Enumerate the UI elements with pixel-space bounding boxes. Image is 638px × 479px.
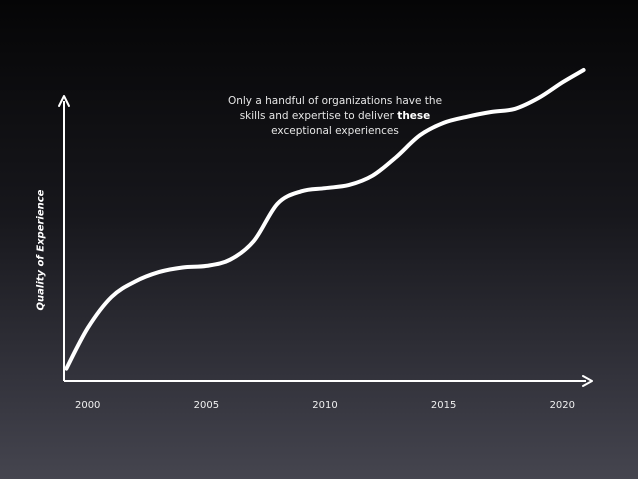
x-tick-label-2000: 2000 <box>75 400 100 411</box>
annotation-line-2-text: skills and expertise to deliver <box>239 110 398 122</box>
x-tick-label-2020: 2020 <box>550 400 575 411</box>
series-line-0 <box>64 68 586 371</box>
x-tick-labels: 2000 2005 2010 2015 2020 <box>75 400 575 411</box>
annotation-line-3: exceptional experiences <box>271 125 399 137</box>
chart-annotation: Only a handful of organizations have the… <box>215 94 455 139</box>
x-tick-label-2010: 2010 <box>312 400 337 411</box>
annotation-line-1: Only a handful of organizations have the <box>227 95 443 107</box>
x-axis-arrowhead <box>582 375 593 387</box>
annotation-emphasis: these <box>397 110 431 122</box>
axes <box>58 95 593 387</box>
y-axis-label: Quality of Experience <box>35 189 47 311</box>
x-tick-label-2015: 2015 <box>431 400 456 411</box>
x-tick-label-2005: 2005 <box>194 400 219 411</box>
y-axis-arrowhead <box>58 95 70 107</box>
series-layer <box>64 68 586 371</box>
